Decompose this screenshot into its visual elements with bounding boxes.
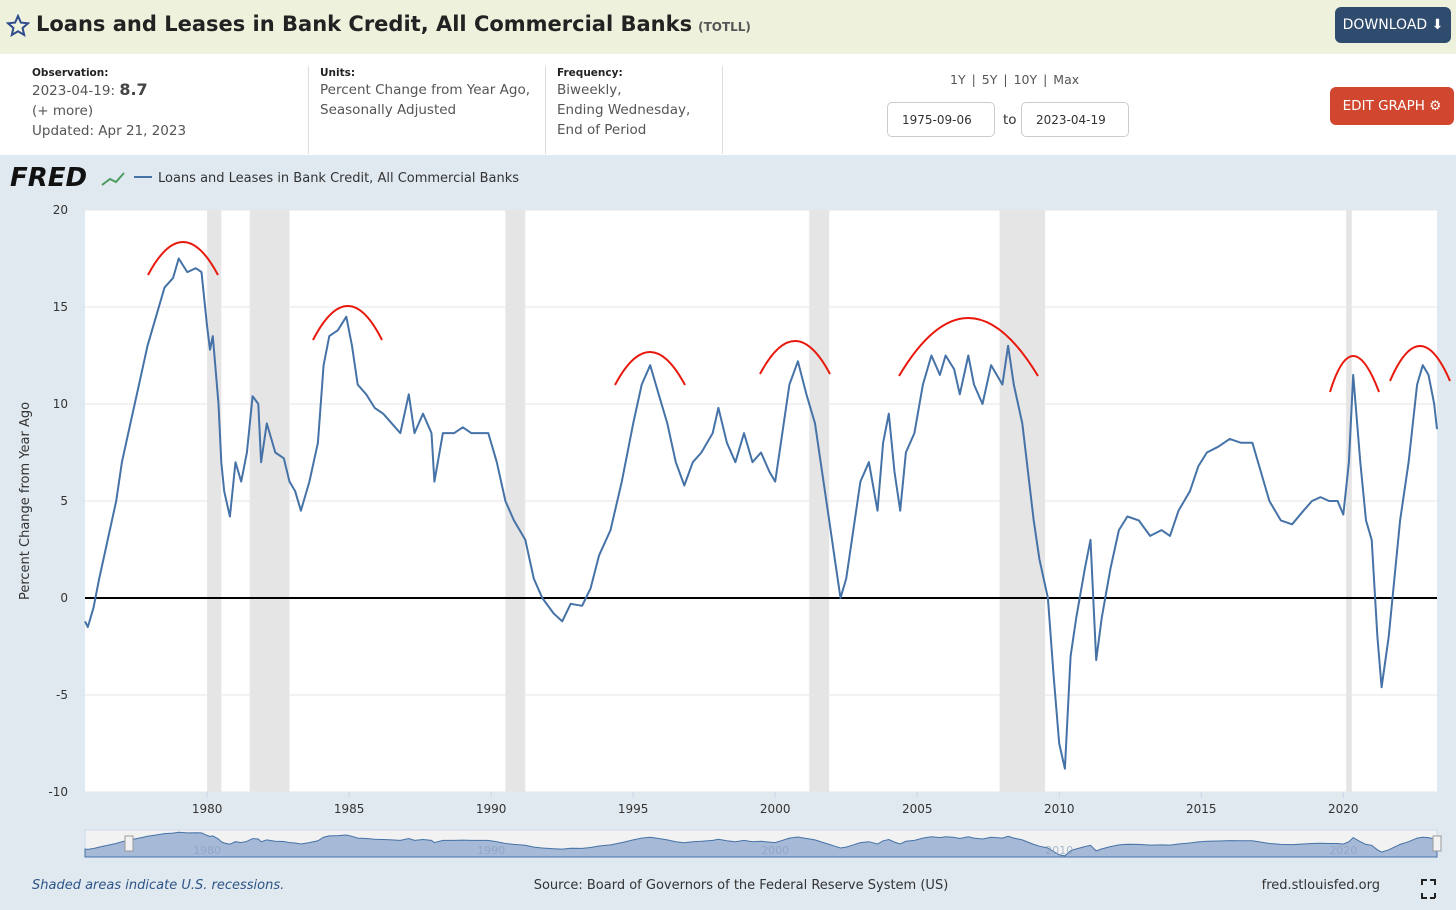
- peak-arc: [1389, 345, 1451, 382]
- x-tick-label: 2020: [1328, 802, 1359, 816]
- range-link[interactable]: 10Y: [1013, 72, 1038, 87]
- x-tick-label: 2010: [1044, 802, 1075, 816]
- separator: |: [1003, 72, 1008, 87]
- range-link[interactable]: 5Y: [981, 72, 998, 87]
- edit-graph-button[interactable]: EDIT GRAPH ⚙: [1330, 87, 1454, 125]
- units: Units: Percent Change from Year Ago, Sea…: [320, 66, 530, 120]
- separator: |: [971, 72, 976, 87]
- fullscreen-icon[interactable]: [1421, 879, 1436, 899]
- peak-arc: [898, 317, 1039, 377]
- series-line: [84, 257, 1438, 770]
- info-bar: Observation: 2023-04-19: 8.7 (+ more) Up…: [0, 54, 1456, 155]
- navigator-label: 2010: [1045, 844, 1073, 857]
- more-link[interactable]: (+ more): [32, 103, 94, 119]
- navigator-handle: [1432, 835, 1442, 852]
- header: Loans and Leases in Bank Credit, All Com…: [0, 0, 1456, 54]
- peak-arc: [614, 351, 686, 386]
- navigator-area: [84, 831, 1438, 858]
- navigator-handle: [124, 835, 134, 852]
- site[interactable]: fred.stlouisfed.org: [1262, 878, 1380, 893]
- annotations: [147, 241, 1451, 393]
- x-tick-label: 2000: [760, 802, 791, 816]
- x-tick-label: 1980: [192, 802, 223, 816]
- y-tick-label: 20: [53, 203, 68, 217]
- y-tick-label: -10: [48, 785, 68, 799]
- navigator-label: 2020: [1329, 844, 1357, 857]
- navigator-label: 2000: [761, 844, 789, 857]
- updated: Updated: Apr 21, 2023: [32, 123, 187, 139]
- divider: [722, 66, 723, 154]
- peak-arc: [312, 305, 383, 341]
- units-label: Units:: [320, 67, 356, 79]
- to-label: to: [1003, 112, 1017, 128]
- y-tick-label: -5: [56, 688, 68, 702]
- divider: [545, 66, 546, 154]
- chart: FRED -10 -5 0 5 10 15 20 1980 1985 1990 1995 2000 20…: [0, 155, 1456, 910]
- favorite-star[interactable]: [6, 14, 30, 38]
- range-links: 1Y | 5Y | 10Y | Max: [950, 72, 1079, 87]
- observation-value: 8.7: [119, 80, 148, 99]
- frequency: Frequency: Biweekly, Ending Wednesday, E…: [557, 66, 690, 140]
- x-tick-label: 1985: [334, 802, 365, 816]
- peak-arc: [1329, 355, 1380, 393]
- plot: -10 -5 0 5 10 15 20 1980 1985 1990 1995 2000 2005 201…: [18, 203, 1438, 816]
- download-label: DOWNLOAD: [1342, 17, 1428, 33]
- x-tick-label: 2015: [1186, 802, 1217, 816]
- frequency-line: Ending Wednesday,: [557, 102, 691, 118]
- navigator-label: 1990: [477, 844, 505, 857]
- units-line: Seasonally Adjusted: [320, 102, 457, 118]
- y-tick-label: 0: [60, 591, 68, 605]
- y-tick-label: 15: [53, 300, 68, 314]
- end-date-input[interactable]: 2023-04-19: [1021, 102, 1129, 137]
- observation: Observation: 2023-04-19: 8.7 (+ more) Up…: [32, 66, 186, 141]
- legend-label: Loans and Leases in Bank Credit, All Com…: [158, 171, 519, 186]
- frequency-line: End of Period: [557, 122, 647, 138]
- peak-arc: [147, 241, 219, 276]
- navigator-label: 1980: [193, 844, 221, 857]
- start-date-input[interactable]: 1975-09-06: [887, 102, 995, 137]
- range-link[interactable]: Max: [1053, 72, 1080, 87]
- x-tick-label: 1990: [476, 802, 507, 816]
- fred-logo: FRED: [10, 163, 87, 193]
- frequency-line: Biweekly,: [557, 82, 622, 98]
- observation-line: 2023-04-19: 8.7: [32, 80, 186, 101]
- x-tick-label: 1995: [618, 802, 649, 816]
- title: Loans and Leases in Bank Credit, All Com…: [36, 12, 751, 36]
- divider: [308, 66, 309, 154]
- y-axis-title: Percent Change from Year Ago: [18, 402, 33, 600]
- download-button[interactable]: DOWNLOAD ⬇: [1335, 7, 1451, 43]
- logo-icon: [101, 172, 125, 186]
- frequency-label: Frequency:: [557, 67, 623, 79]
- edit-label: EDIT GRAPH: [1342, 98, 1425, 114]
- x-tick-label: 2005: [902, 802, 933, 816]
- range-link[interactable]: 1Y: [950, 72, 966, 87]
- observation-label: Observation:: [32, 67, 109, 79]
- units-line: Percent Change from Year Ago,: [320, 82, 531, 98]
- title-text: Loans and Leases in Bank Credit, All Com…: [36, 12, 693, 36]
- y-tick-label: 10: [53, 397, 68, 411]
- source: Source: Board of Governors of the Federa…: [534, 878, 949, 893]
- y-tick-label: 5: [60, 494, 68, 508]
- separator: |: [1043, 72, 1048, 87]
- peak-arc: [759, 340, 831, 375]
- observation-date: 2023-04-19:: [32, 83, 116, 99]
- series-id: (TOTLL): [698, 20, 751, 34]
- recession-note: Shaded areas indicate U.S. recessions.: [32, 878, 284, 893]
